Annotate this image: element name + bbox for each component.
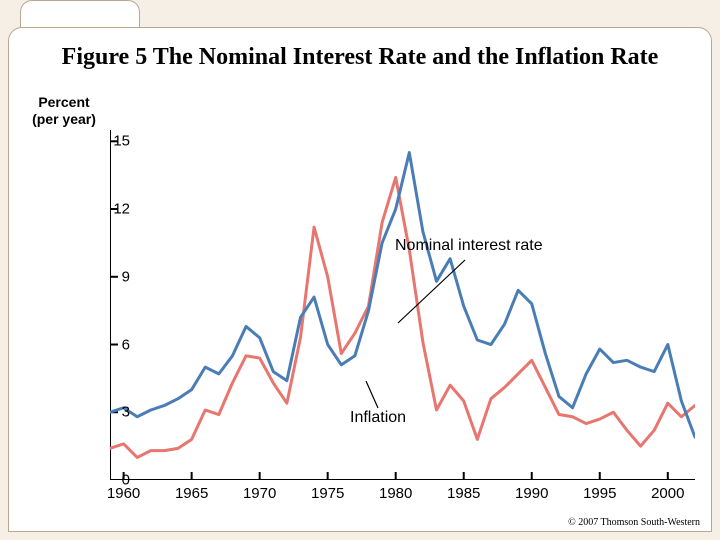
ytick-label: 15 bbox=[100, 133, 130, 150]
ylabel-line1: Percent bbox=[38, 94, 89, 110]
y-axis-label: Percent (per year) bbox=[24, 94, 104, 128]
xtick-label: 1990 bbox=[515, 485, 548, 502]
copyright-text: © 2007 Thomson South-Western bbox=[568, 517, 700, 528]
ytick-label: 12 bbox=[100, 201, 130, 218]
line-chart bbox=[110, 130, 695, 480]
ytick-label: 9 bbox=[100, 268, 130, 285]
ytick-label: 6 bbox=[100, 336, 130, 353]
xtick-label: 1975 bbox=[311, 485, 344, 502]
nominal-series-label: Nominal interest rate bbox=[395, 237, 543, 255]
xtick-label: 1995 bbox=[583, 485, 616, 502]
xtick-label: 1970 bbox=[243, 485, 276, 502]
ylabel-line2: (per year) bbox=[32, 111, 96, 127]
ytick-label: 3 bbox=[100, 404, 130, 421]
xtick-label: 1965 bbox=[175, 485, 208, 502]
xtick-label: 2000 bbox=[651, 485, 684, 502]
figure-title: Figure 5 The Nominal Interest Rate and t… bbox=[0, 44, 720, 71]
xtick-label: 1980 bbox=[379, 485, 412, 502]
xtick-label: 1985 bbox=[447, 485, 480, 502]
slide-tab bbox=[20, 0, 140, 28]
inflation-series-label: Inflation bbox=[350, 409, 406, 427]
xtick-label: 1960 bbox=[107, 485, 140, 502]
